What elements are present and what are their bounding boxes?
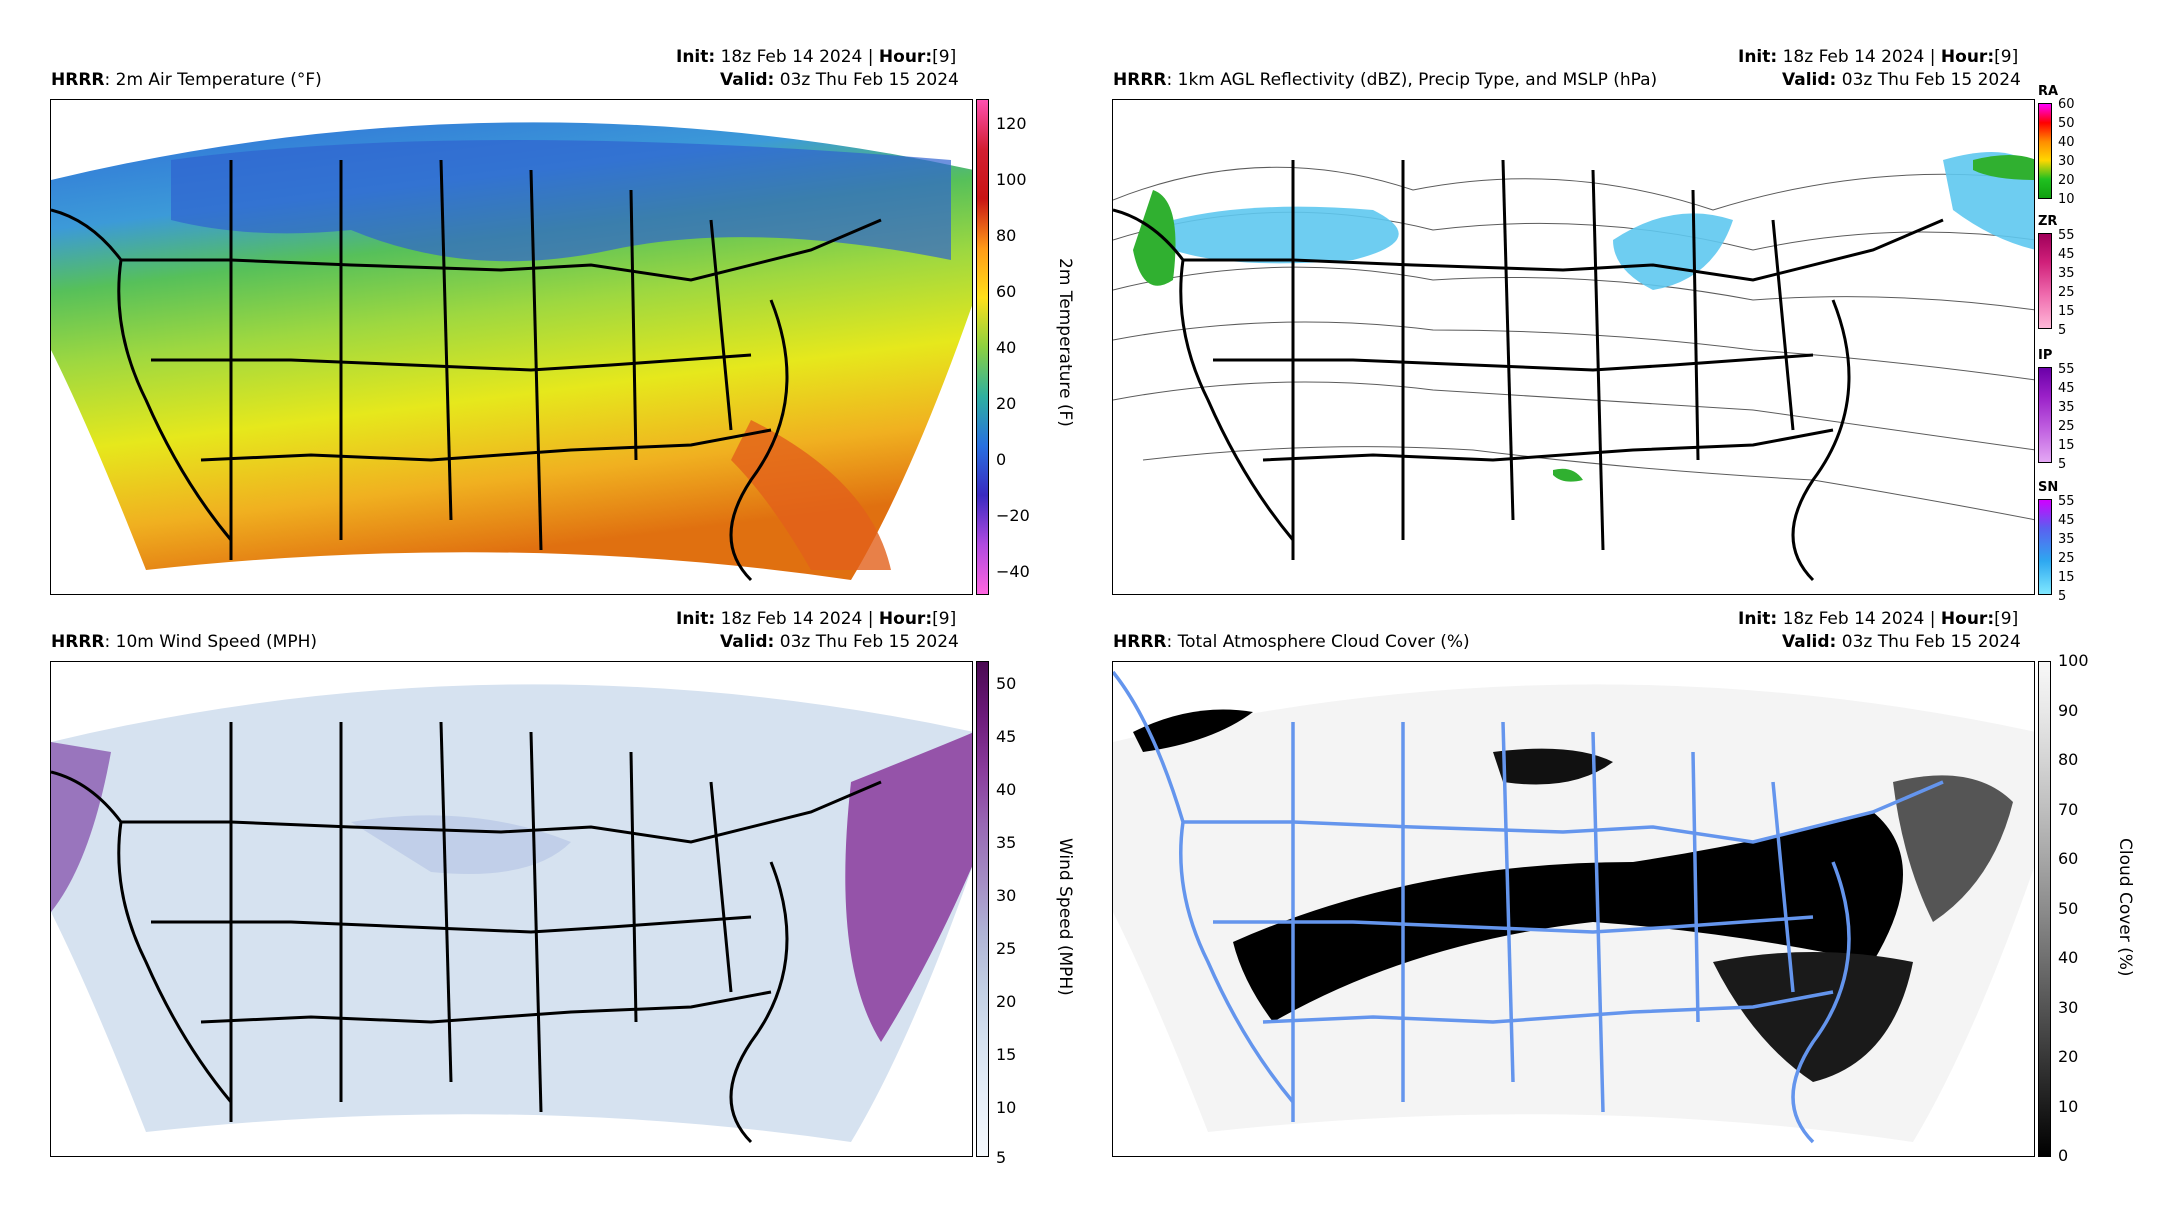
tick: 15 bbox=[2058, 570, 2075, 585]
tick: 45 bbox=[2058, 513, 2075, 528]
tick: 5 bbox=[2058, 457, 2067, 472]
tick: 20 bbox=[2058, 1047, 2079, 1066]
tick: 30 bbox=[2058, 998, 2079, 1017]
tick: 10 bbox=[996, 1098, 1017, 1117]
tick: 25 bbox=[996, 939, 1017, 958]
sn-colorbar bbox=[2038, 499, 2052, 595]
tick: 20 bbox=[996, 394, 1017, 413]
tick: 45 bbox=[996, 727, 1017, 746]
tick: 50 bbox=[2058, 899, 2079, 918]
cloud-map[interactable] bbox=[1112, 661, 2035, 1157]
tick: 15 bbox=[2058, 304, 2075, 319]
sn-label: SN bbox=[2038, 480, 2059, 495]
tick: 45 bbox=[2058, 381, 2075, 396]
panel-title: HRRR: 2m Air Temperature (°F) bbox=[51, 70, 322, 90]
panel-title: HRRR: 10m Wind Speed (MPH) bbox=[51, 632, 318, 652]
tick: 70 bbox=[2058, 800, 2079, 819]
tick: 15 bbox=[2058, 438, 2075, 453]
tick: 5 bbox=[2058, 323, 2067, 338]
init-line: Init: 18z Feb 14 2024 | Hour:[9] bbox=[1738, 609, 2019, 629]
tick: 35 bbox=[2058, 266, 2075, 281]
colorbar-label: Cloud Cover (%) bbox=[2115, 838, 2135, 977]
tick: 30 bbox=[2058, 154, 2075, 169]
init-line: Init: 18z Feb 14 2024 | Hour:[9] bbox=[676, 47, 957, 67]
tick: 35 bbox=[2058, 532, 2075, 547]
tick: 0 bbox=[996, 450, 1007, 469]
tick: 35 bbox=[996, 833, 1017, 852]
tick: −40 bbox=[996, 562, 1030, 581]
tick: 80 bbox=[996, 226, 1017, 245]
colorbar-label: Wind Speed (MPH) bbox=[1055, 838, 1075, 996]
colorbar-label: 2m Temperature (F) bbox=[1055, 258, 1075, 427]
tick: 60 bbox=[2058, 97, 2075, 112]
zr-colorbar bbox=[2038, 233, 2052, 329]
ra-label: RA bbox=[2038, 84, 2059, 99]
tick: 80 bbox=[2058, 750, 2079, 769]
tick: 25 bbox=[2058, 285, 2075, 300]
tick: 40 bbox=[996, 338, 1017, 357]
tick: 55 bbox=[2058, 228, 2075, 243]
panel-title: HRRR: 1km AGL Reflectivity (dBZ), Precip… bbox=[1113, 70, 1658, 90]
tick: 10 bbox=[2058, 1097, 2079, 1116]
tick: 100 bbox=[996, 170, 1027, 189]
tick: 20 bbox=[2058, 173, 2075, 188]
tick: 120 bbox=[996, 114, 1027, 133]
ip-label: IP bbox=[2038, 348, 2053, 363]
init-line: Init: 18z Feb 14 2024 | Hour:[9] bbox=[1738, 47, 2019, 67]
temperature-colorbar bbox=[976, 99, 989, 595]
zr-label: ZR bbox=[2038, 214, 2058, 229]
reflectivity-map[interactable] bbox=[1112, 99, 2035, 595]
valid-line: Valid: 03z Thu Feb 15 2024 bbox=[1782, 632, 2021, 652]
ra-colorbar bbox=[2038, 103, 2052, 199]
cloud-colorbar bbox=[2038, 661, 2051, 1157]
temperature-map[interactable] bbox=[50, 99, 973, 595]
tick: 45 bbox=[2058, 247, 2075, 262]
tick: 40 bbox=[2058, 948, 2079, 967]
valid-line: Valid: 03z Thu Feb 15 2024 bbox=[1782, 70, 2021, 90]
tick: 15 bbox=[996, 1045, 1017, 1064]
tick: 55 bbox=[2058, 362, 2075, 377]
tick: 25 bbox=[2058, 551, 2075, 566]
tick: 50 bbox=[996, 674, 1017, 693]
init-line: Init: 18z Feb 14 2024 | Hour:[9] bbox=[676, 609, 957, 629]
tick: 60 bbox=[2058, 849, 2079, 868]
tick: 30 bbox=[996, 886, 1017, 905]
valid-line: Valid: 03z Thu Feb 15 2024 bbox=[720, 70, 959, 90]
tick: 25 bbox=[2058, 419, 2075, 434]
panel-title: HRRR: Total Atmosphere Cloud Cover (%) bbox=[1113, 632, 1470, 652]
tick: 10 bbox=[2058, 192, 2075, 207]
tick: 40 bbox=[2058, 135, 2075, 150]
wind-map[interactable] bbox=[50, 661, 973, 1157]
valid-line: Valid: 03z Thu Feb 15 2024 bbox=[720, 632, 959, 652]
tick: −20 bbox=[996, 506, 1030, 525]
wind-colorbar bbox=[976, 661, 989, 1157]
tick: 5 bbox=[2058, 589, 2067, 604]
tick: 40 bbox=[996, 780, 1017, 799]
tick: 0 bbox=[2058, 1146, 2069, 1165]
tick: 55 bbox=[2058, 494, 2075, 509]
tick: 100 bbox=[2058, 651, 2089, 670]
tick: 35 bbox=[2058, 400, 2075, 415]
tick: 60 bbox=[996, 282, 1017, 301]
tick: 90 bbox=[2058, 701, 2079, 720]
tick: 20 bbox=[996, 992, 1017, 1011]
tick: 50 bbox=[2058, 116, 2075, 131]
ip-colorbar bbox=[2038, 367, 2052, 463]
tick: 5 bbox=[996, 1148, 1007, 1167]
